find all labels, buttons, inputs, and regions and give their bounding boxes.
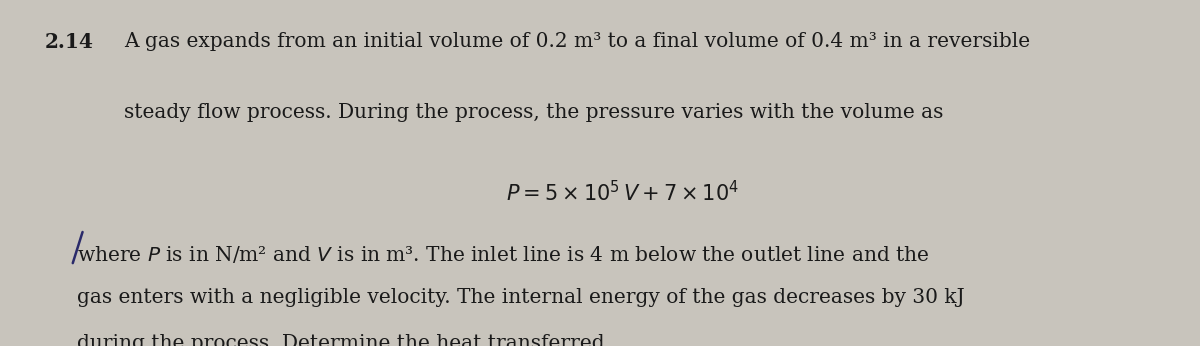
Text: where $P$ is in N/m² and $V$ is in m³. The inlet line is 4 m below the outlet li: where $P$ is in N/m² and $V$ is in m³. T…	[77, 244, 929, 265]
Text: gas enters with a negligible velocity. The internal energy of the gas decreases : gas enters with a negligible velocity. T…	[77, 288, 965, 307]
Text: A gas expands from an initial volume of 0.2 m³ to a final volume of 0.4 m³ in a : A gas expands from an initial volume of …	[124, 32, 1030, 51]
Text: steady flow process. During the process, the pressure varies with the volume as: steady flow process. During the process,…	[124, 103, 943, 122]
Text: during the process. Determine the heat transferred.: during the process. Determine the heat t…	[77, 334, 611, 346]
Text: 2.14: 2.14	[44, 32, 94, 52]
Text: $P = 5 \times 10^5\,V + 7 \times 10^4$: $P = 5 \times 10^5\,V + 7 \times 10^4$	[506, 180, 739, 205]
